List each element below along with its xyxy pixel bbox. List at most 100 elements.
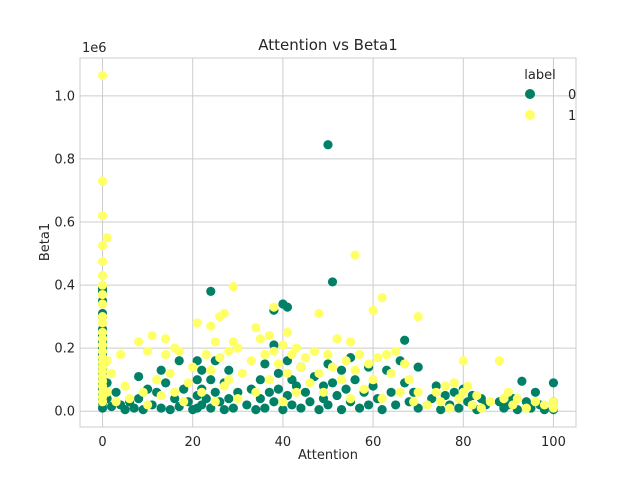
data-point-label-1 bbox=[300, 353, 311, 363]
x-tick-label: 20 bbox=[184, 435, 201, 450]
data-point-label-0 bbox=[264, 387, 274, 397]
data-point-label-1 bbox=[183, 378, 193, 388]
data-point-label-0 bbox=[454, 403, 464, 413]
data-point-label-1 bbox=[291, 343, 302, 353]
plot-frame bbox=[79, 57, 577, 428]
data-point-label-0 bbox=[341, 384, 351, 394]
data-point-label-1 bbox=[336, 375, 347, 385]
data-point-label-1 bbox=[97, 334, 108, 344]
data-point-label-1 bbox=[282, 327, 293, 337]
data-point-label-1 bbox=[224, 346, 234, 356]
data-point-label-1 bbox=[413, 387, 423, 397]
data-point-label-1 bbox=[170, 387, 180, 397]
data-point-label-0 bbox=[206, 375, 216, 385]
data-point-label-0 bbox=[174, 356, 184, 366]
data-point-label-1 bbox=[409, 397, 419, 407]
data-point-label-1 bbox=[350, 250, 360, 260]
data-point-label-0 bbox=[228, 403, 238, 413]
data-point-label-1 bbox=[350, 365, 360, 375]
data-point-label-1 bbox=[206, 365, 216, 375]
data-point-label-0 bbox=[517, 376, 527, 386]
data-point-label-0 bbox=[219, 405, 229, 415]
data-point-label-0 bbox=[530, 387, 541, 397]
data-point-label-0 bbox=[377, 405, 387, 415]
legend-title: label bbox=[524, 68, 555, 83]
data-point-label-0 bbox=[260, 359, 270, 369]
data-point-label-1 bbox=[368, 305, 378, 315]
data-point-label-1 bbox=[467, 400, 477, 410]
data-point-label-1 bbox=[97, 271, 108, 281]
data-point-label-1 bbox=[138, 387, 148, 397]
data-point-label-1 bbox=[192, 318, 202, 328]
legend: label 0 1 bbox=[524, 68, 576, 124]
data-point-label-0 bbox=[323, 400, 333, 410]
data-point-label-1 bbox=[260, 349, 270, 360]
data-point-label-1 bbox=[521, 403, 532, 413]
data-point-label-1 bbox=[494, 356, 504, 366]
x-tick-label: 80 bbox=[455, 435, 472, 450]
data-point-label-1 bbox=[97, 70, 108, 80]
y-tick-label: 1.0 bbox=[54, 89, 75, 104]
data-point-label-1 bbox=[278, 340, 288, 350]
data-point-label-1 bbox=[197, 387, 207, 397]
data-point-label-1 bbox=[431, 387, 441, 397]
data-point-label-1 bbox=[210, 337, 220, 347]
x-tick-label: 0 bbox=[98, 435, 106, 450]
y-tick-label: 0.0 bbox=[54, 405, 75, 420]
data-point-label-0 bbox=[242, 400, 252, 410]
data-point-label-1 bbox=[97, 346, 108, 356]
data-point-label-1 bbox=[345, 337, 356, 347]
data-point-label-1 bbox=[143, 346, 153, 356]
data-point-label-0 bbox=[282, 302, 293, 312]
data-point-label-1 bbox=[512, 394, 522, 404]
data-point-label-0 bbox=[129, 403, 139, 413]
data-point-label-0 bbox=[165, 405, 175, 415]
data-point-label-0 bbox=[251, 405, 261, 415]
data-point-label-1 bbox=[264, 330, 274, 341]
data-point-label-1 bbox=[318, 387, 329, 397]
data-points bbox=[97, 70, 559, 415]
data-point-label-1 bbox=[282, 368, 293, 378]
plot-area bbox=[80, 58, 576, 427]
y-tick-labels: 0.0 0.2 0.4 0.6 0.8 1.0 bbox=[54, 89, 75, 419]
data-point-label-1 bbox=[97, 397, 108, 407]
data-point-label-0 bbox=[255, 375, 265, 385]
data-point-label-1 bbox=[395, 387, 405, 397]
data-point-label-1 bbox=[143, 400, 153, 410]
data-point-label-0 bbox=[350, 375, 360, 385]
data-point-label-1 bbox=[296, 362, 306, 372]
data-point-label-1 bbox=[400, 359, 410, 369]
data-point-label-0 bbox=[354, 403, 365, 413]
data-point-label-1 bbox=[201, 349, 211, 360]
data-point-label-1 bbox=[215, 353, 225, 363]
data-point-label-0 bbox=[269, 397, 279, 407]
data-point-label-0 bbox=[363, 400, 374, 410]
data-point-label-1 bbox=[179, 397, 189, 407]
data-point-label-0 bbox=[224, 394, 234, 404]
data-point-label-1 bbox=[269, 302, 279, 312]
y-axis-label: Beta1 bbox=[38, 223, 53, 261]
data-point-label-1 bbox=[422, 400, 432, 410]
data-point-label-1 bbox=[269, 346, 279, 356]
x-axis-label: Attention bbox=[298, 448, 358, 463]
data-point-label-1 bbox=[458, 356, 468, 366]
data-point-label-1 bbox=[97, 280, 108, 290]
data-point-label-1 bbox=[147, 330, 157, 341]
data-point-label-1 bbox=[377, 394, 387, 404]
data-point-label-0 bbox=[327, 378, 338, 388]
data-point-label-1 bbox=[354, 349, 365, 360]
data-point-label-0 bbox=[318, 381, 329, 391]
data-point-label-1 bbox=[97, 327, 108, 337]
x-tick-label: 60 bbox=[365, 435, 382, 450]
data-point-label-1 bbox=[377, 293, 387, 303]
data-point-label-0 bbox=[413, 362, 423, 372]
data-point-label-0 bbox=[233, 387, 243, 397]
data-point-label-1 bbox=[97, 256, 108, 267]
data-point-label-1 bbox=[463, 381, 473, 391]
data-point-label-0 bbox=[260, 403, 270, 413]
data-point-label-1 bbox=[97, 241, 108, 251]
data-point-label-1 bbox=[251, 323, 261, 333]
data-point-label-1 bbox=[341, 356, 351, 366]
data-point-label-0 bbox=[332, 390, 342, 401]
data-point-label-1 bbox=[264, 375, 274, 385]
